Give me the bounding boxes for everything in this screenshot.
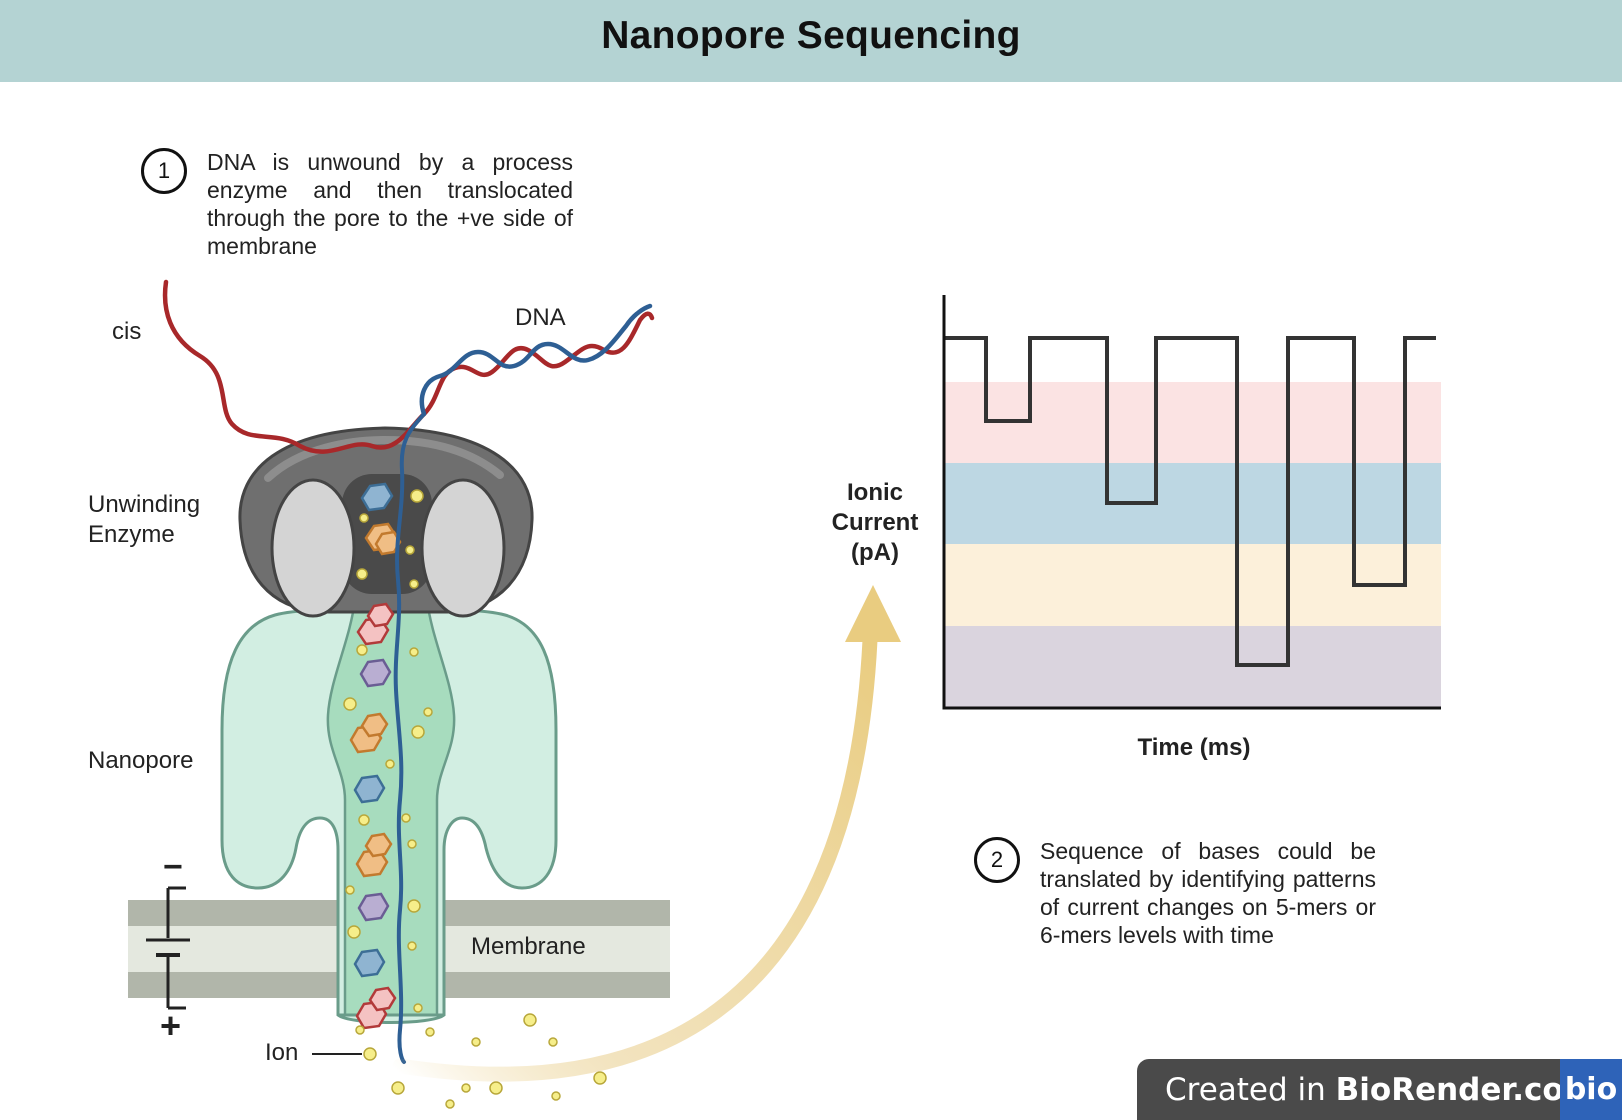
nucleotides [349, 482, 402, 1030]
chart-x-axis-label: Time (ms) [1137, 734, 1251, 761]
branding-brand: BioRender.com [1335, 1071, 1597, 1108]
band-4 [944, 626, 1441, 708]
enzyme-label-line2: Enzyme [88, 521, 175, 548]
ion-label: Ion [265, 1039, 299, 1066]
current-trace [944, 336, 1436, 667]
dna-label: DNA [515, 304, 566, 331]
enzyme-label-line1: Unwinding [88, 491, 201, 518]
biorender-logo: bio [1560, 1059, 1622, 1120]
cis-label: cis [112, 318, 142, 345]
ylabel-line1: Ionic [846, 479, 903, 506]
unwinding-enzyme [238, 426, 534, 618]
branding-text: Created in BioRender.com [1165, 1072, 1596, 1108]
chart-y-axis-label: Ionic Current (pA) [812, 478, 938, 568]
band-2 [944, 463, 1441, 544]
ylabel-line3: (pA) [851, 539, 899, 566]
step-1-number: 1 [141, 148, 187, 194]
membrane-label: Membrane [471, 933, 586, 960]
title-banner: Nanopore Sequencing [0, 0, 1622, 82]
flow-arrow [392, 585, 901, 1082]
branding-prefix: Created in [1165, 1071, 1336, 1108]
biorender-branding: Created in BioRender.com bio [1137, 1059, 1622, 1120]
nanopore-label: Nanopore [88, 747, 194, 774]
chart-axes [942, 295, 1441, 710]
ions [343, 489, 607, 1109]
enzyme-label: Unwinding Enzyme [88, 490, 200, 550]
step-1: 1 DNA is unwound by a process enzyme and… [141, 148, 581, 260]
step-2-number: 2 [974, 837, 1020, 883]
plus-sign: + [160, 1005, 182, 1046]
minus-sign: − [163, 848, 183, 886]
step-1-text: DNA is unwound by a process enzyme and t… [207, 149, 573, 259]
dna-strands [162, 279, 655, 1064]
current-chart [942, 295, 1441, 710]
battery-symbol [146, 886, 190, 1010]
step-2-text: Sequence of bases could be translated by… [1040, 838, 1376, 948]
ylabel-line2: Current [831, 509, 919, 536]
page-title: Nanopore Sequencing [601, 14, 1021, 57]
step-2: 2 Sequence of bases could be translated … [974, 837, 1380, 949]
